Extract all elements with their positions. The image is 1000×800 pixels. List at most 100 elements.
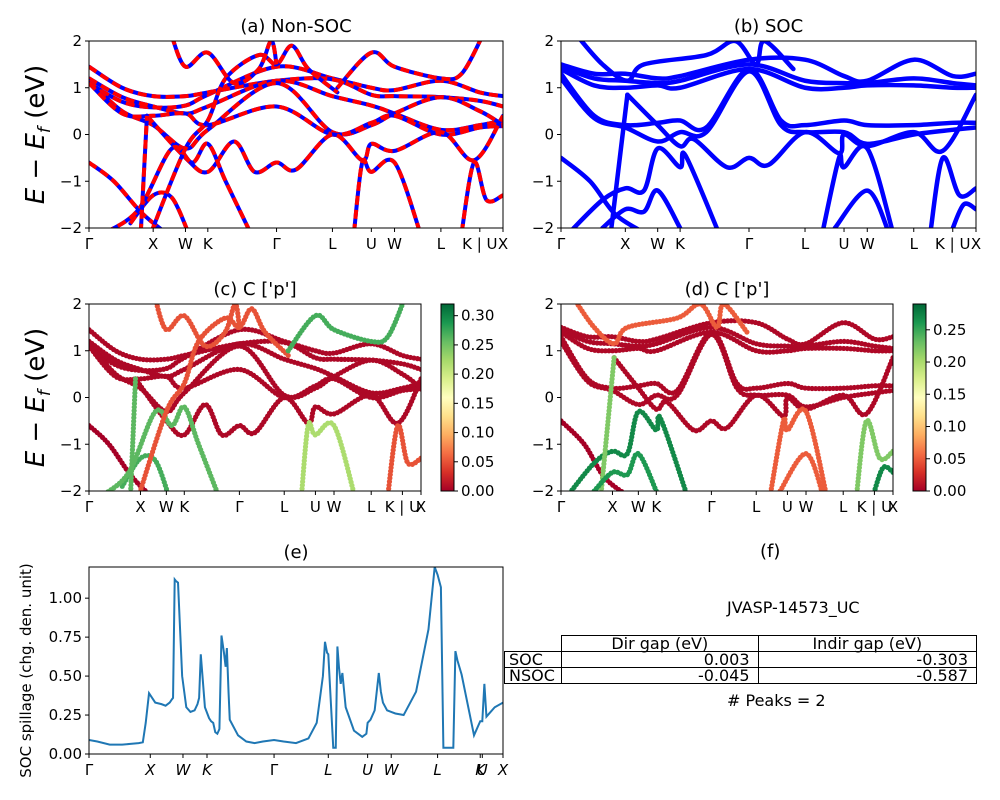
x-tick-label: K — [651, 498, 662, 516]
band-line-soc — [561, 69, 976, 147]
y-tick-label: 1.00 — [49, 589, 82, 607]
projection-point — [768, 493, 773, 498]
x-tick-label: X — [498, 235, 508, 253]
x-tick-label: K — [475, 761, 486, 779]
x-tick-label: W — [384, 761, 400, 779]
colorbar-tick-label: 0.20 — [461, 365, 494, 383]
y-tick-label: −2 — [60, 219, 82, 237]
x-tick-label: K | U — [935, 235, 970, 253]
colorbar — [440, 303, 455, 492]
projection-point — [890, 334, 893, 340]
peaks-count: # Peaks = 2 — [727, 691, 826, 710]
colorbar-tick-label: 0.10 — [461, 424, 494, 442]
projection-point — [565, 493, 570, 498]
x-tick-label: L — [328, 235, 337, 253]
projection-point — [572, 297, 577, 302]
x-tick-label: U — [310, 498, 321, 516]
axes-frame — [560, 303, 894, 492]
x-tick-label: X — [607, 498, 617, 516]
band-line-spin-down — [150, 43, 339, 228]
band-line-soc — [561, 155, 641, 228]
projection-point — [105, 490, 106, 491]
panel-title: (a) Non-SOC — [240, 16, 351, 37]
projection-point — [890, 448, 893, 454]
material-id: JVASP-14573_UC — [727, 598, 860, 617]
panel-title: (c) C ['p'] — [213, 279, 296, 300]
band-line-spin-up — [89, 64, 503, 110]
x-tick-label: L — [752, 498, 761, 516]
band-line-spin-down — [335, 41, 483, 90]
projection-point — [598, 493, 603, 498]
panel-f-title: (f) — [760, 541, 781, 562]
y-axis-label: SOC spillage (chg. den. unit) — [17, 563, 35, 778]
projection-point — [285, 352, 291, 359]
band-line-soc — [950, 201, 976, 228]
y-tick-label: 0.00 — [49, 745, 82, 763]
projection-point — [100, 493, 105, 498]
colorbar-tick-label: 0.30 — [461, 307, 494, 325]
x-tick-label: Γ — [85, 235, 94, 253]
band-line-spin-down — [171, 41, 279, 86]
projection-point — [352, 493, 357, 498]
projection-point — [890, 469, 893, 475]
x-tick-label: Γ — [745, 235, 754, 253]
band-line-spin-down — [352, 157, 421, 228]
x-tick-label: W — [327, 498, 342, 516]
panel-title: (d) C ['p'] — [685, 279, 770, 300]
colorbar-tick-label: 0.25 — [461, 336, 494, 354]
y-tick-label: 0.25 — [49, 706, 82, 724]
x-tick-label: W — [631, 498, 646, 516]
band-line-spin-up — [109, 141, 251, 228]
y-tick-label: −2 — [532, 482, 554, 500]
y-tick-label: −1 — [532, 435, 554, 453]
projection-point — [153, 498, 158, 503]
x-tick-label: W — [860, 235, 875, 253]
x-tick-label: L — [801, 235, 810, 253]
x-tick-label: W — [650, 235, 665, 253]
band-line-soc — [561, 66, 976, 92]
panel-title: (e) — [283, 542, 308, 563]
x-tick-label: L — [367, 498, 376, 516]
x-tick-label: W — [387, 235, 402, 253]
row-label-soc: SOC — [504, 651, 562, 668]
x-tick-label: W — [178, 235, 193, 253]
projection-point — [623, 490, 625, 491]
x-tick-label: L — [839, 498, 848, 516]
axes-frame — [88, 566, 504, 755]
x-tick-label: W — [799, 498, 814, 516]
axes-frame — [88, 40, 504, 229]
projection-point — [625, 493, 630, 498]
y-tick-label: 2 — [72, 32, 82, 50]
x-tick-label: L — [324, 761, 332, 779]
band-line-spin-down — [89, 76, 503, 133]
band-line-soc — [609, 92, 630, 228]
y-tick-label: −1 — [60, 172, 82, 190]
y-tick-label: −1 — [60, 435, 82, 453]
band-line-spin-up — [150, 43, 340, 228]
x-tick-label: X — [135, 498, 145, 516]
bands — [89, 41, 503, 228]
y-tick-label: 2 — [544, 295, 554, 313]
x-tick-label: X — [497, 761, 509, 779]
projection-point — [299, 493, 304, 498]
projection-point — [351, 489, 356, 491]
col-header-indir-gap: Indir gap (eV) — [757, 635, 978, 652]
y-tick-label: 0 — [72, 126, 82, 144]
band-line-soc — [625, 92, 976, 170]
spillage-line — [89, 567, 503, 749]
y-tick-label: −1 — [532, 172, 554, 190]
x-tick-label: U — [362, 761, 373, 779]
y-tick-label: 1 — [544, 342, 554, 360]
x-tick-label: U — [366, 235, 377, 253]
x-tick-label: Γ — [557, 498, 566, 516]
projection-point — [823, 489, 829, 491]
y-axis-label: E − Ef (eV) — [21, 328, 55, 468]
colorbar-tick-label: 0.00 — [461, 482, 494, 500]
projection-point — [142, 487, 148, 491]
band-line-spin-down — [145, 114, 503, 175]
colorbar-tick-label: 0.15 — [933, 385, 966, 403]
x-tick-label: L — [280, 498, 289, 516]
nsoc-indir-gap: -0.587 — [757, 667, 978, 684]
